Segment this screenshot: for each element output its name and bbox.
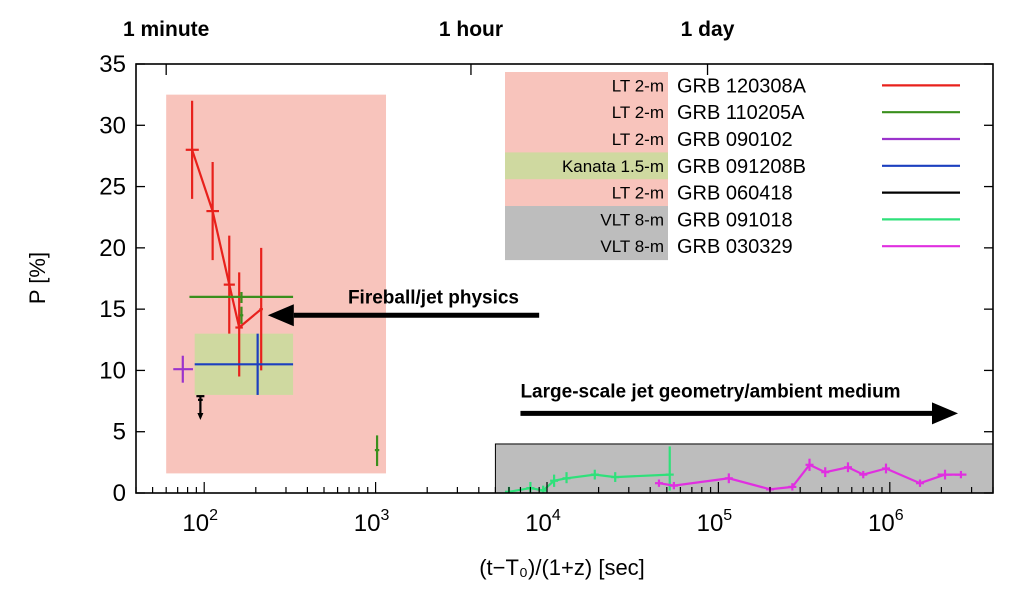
legend-swatch-vlt-8-m [505,232,668,261]
legend-telescope-label: LT 2-m [612,130,664,149]
y-tick-label: 25 [99,174,126,201]
annotation-label: Large-scale jet geometry/ambient medium [520,381,900,402]
series-grb-120308a [185,100,263,377]
annotation-fireball-jet-physics: Fireball/jet physics [267,287,540,327]
x-tick-label: 104 [525,507,561,537]
legend-series-label: GRB 091018 [677,209,793,231]
y-tick-label: 10 [99,357,126,384]
x-axis-title: (t−T₀)/(1+z) [sec] [479,555,645,580]
y-tick-label: 0 [113,480,126,507]
series-grb-091208b [194,333,294,395]
y-tick-label: 35 [99,51,126,78]
legend: LT 2-m GRB 120308A LT 2-m GRB 110205A LT 2-m… [562,75,960,258]
legend-telescope-label: Kanata 1.5-m [562,157,664,176]
legend-backgrounds [505,72,668,261]
x-tick-label: 106 [868,507,904,537]
annotations: Fireball/jet physics Large-scale jet geom… [267,287,959,425]
legend-telescope-label: VLT 8-m [600,210,664,229]
annotation-large-scale-jet-geometry-ambient-medium: Large-scale jet geometry/ambient medium [520,381,959,425]
series-grb-091018 [504,446,674,493]
legend-series-label: GRB 090102 [677,129,793,151]
top-tick-label: 1 hour [439,18,503,41]
legend-telescope-label: VLT 8-m [600,237,664,256]
data-series [173,100,967,493]
y-tick-label: 20 [99,235,126,262]
x-tick-label: 105 [697,507,733,537]
x-tick-label: 102 [182,507,218,537]
legend-series-label: GRB 030329 [677,236,793,258]
legend-swatch-kanata-1-5-m [505,152,668,180]
legend-telescope-label: LT 2-m [612,103,664,122]
legend-series-label: GRB 060418 [677,183,793,205]
x-tick-label: 103 [354,507,390,537]
shaded-regions [166,94,994,494]
region-vlt-8-m [494,443,994,494]
legend-swatch-lt-2-m [505,72,668,100]
legend-series-label: GRB 091208B [677,156,806,178]
annotation-arrow-head [267,304,294,327]
y-tick-label: 15 [99,296,126,323]
annotation-label: Fireball/jet physics [348,287,519,308]
y-axis-title: P [%] [25,252,50,304]
series-grb-110205a [189,291,380,467]
y-tick-label: 5 [113,419,126,446]
legend-series-label: GRB 120308A [677,75,807,97]
annotation-arrow-head [932,402,959,425]
top-tick-label: 1 day [681,18,735,41]
legend-swatch-vlt-8-m [505,206,668,234]
top-tick-label: 1 minute [123,18,209,41]
legend-swatch-lt-2-m [505,125,668,153]
upper-limit-arrow [197,413,204,421]
y-tick-label: 30 [99,112,126,139]
plot-frame [135,63,994,494]
legend-telescope-label: LT 2-m [612,76,664,95]
series-grb-060418 [196,395,205,421]
legend-swatch-lt-2-m [505,179,668,207]
legend-series-label: GRB 110205A [677,102,805,124]
legend-swatch-lt-2-m [505,98,668,127]
region-lt-2-m [166,94,387,474]
legend-telescope-label: LT 2-m [612,184,664,203]
series-grb-090102 [173,355,193,383]
series-grb-030329 [654,458,967,492]
axis-ticks: 0 5 10 15 20 25 30 35 102 103 104 105 106 1 minute 1 h… [99,18,994,537]
